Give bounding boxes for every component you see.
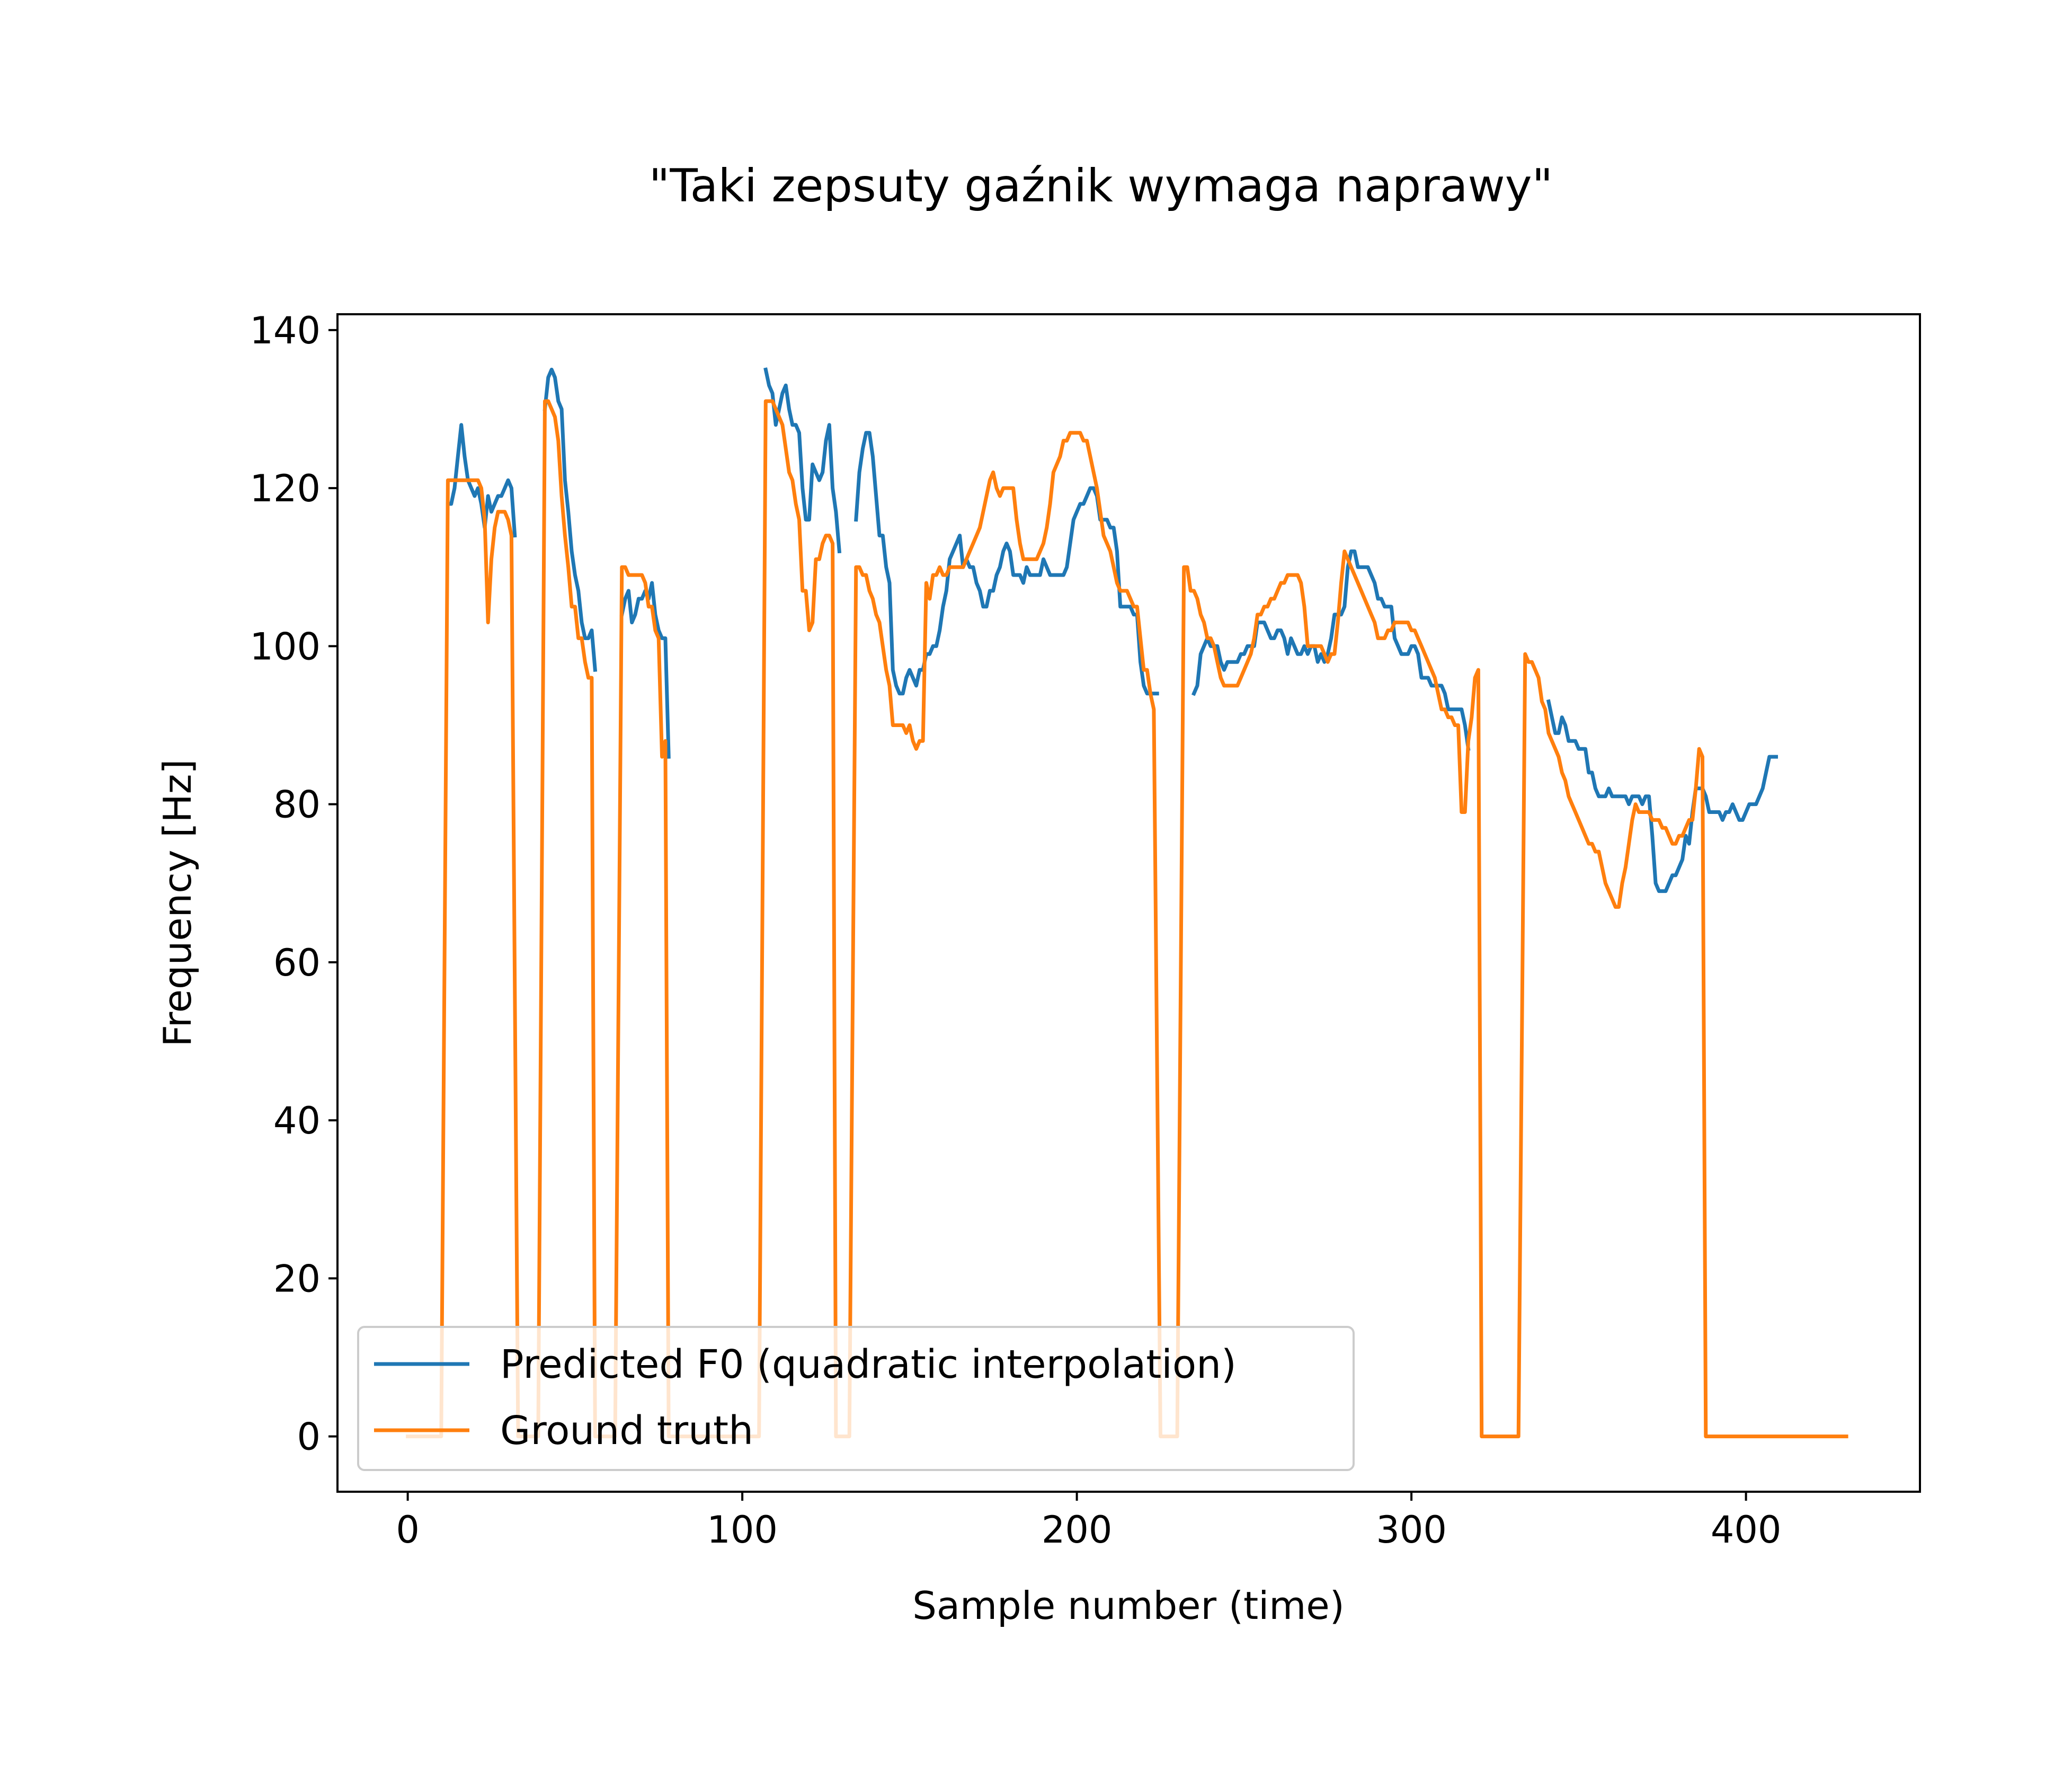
y-tick-label: 60 xyxy=(273,941,321,985)
x-tick-label: 0 xyxy=(396,1508,420,1552)
series-line-segment xyxy=(406,399,1848,1439)
y-tick-label: 100 xyxy=(250,625,321,668)
x-axis: 0 100 200 300 400 xyxy=(396,1492,1781,1552)
x-tick-label: 300 xyxy=(1376,1508,1447,1552)
legend-label: Ground truth xyxy=(500,1408,753,1454)
x-axis-label: Sample number (time) xyxy=(912,1583,1345,1628)
x-tick-label: 400 xyxy=(1711,1508,1782,1552)
y-axis-label: Frequency [Hz] xyxy=(155,759,200,1047)
y-axis: 0 20 40 60 80 100 120 140 xyxy=(250,309,337,1459)
y-tick-label: 140 xyxy=(250,309,321,352)
chart-title: "Taki zepsuty gaźnik wymaga naprawy" xyxy=(649,160,1553,212)
y-tick-label: 80 xyxy=(273,783,321,827)
y-tick-label: 40 xyxy=(273,1099,321,1143)
legend: Predicted F0 (quadratic interpolation) Gr… xyxy=(357,1326,1355,1471)
plot-area-frame xyxy=(336,313,1921,1493)
series-ground-truth xyxy=(406,399,1848,1439)
series-line-segment xyxy=(1546,699,1778,893)
series-lines xyxy=(406,367,1848,1439)
x-tick-label: 100 xyxy=(707,1508,778,1552)
y-tick-label: 120 xyxy=(250,467,321,510)
y-tick-label: 0 xyxy=(297,1415,321,1459)
x-tick-label: 200 xyxy=(1042,1508,1113,1552)
legend-box xyxy=(357,1326,1355,1471)
series-line-segment xyxy=(543,367,598,672)
series-line-segment xyxy=(1191,549,1471,751)
series-line-segment xyxy=(854,431,1159,696)
legend-label: Predicted F0 (quadratic interpolation) xyxy=(500,1342,1237,1387)
y-tick-label: 20 xyxy=(273,1257,321,1300)
